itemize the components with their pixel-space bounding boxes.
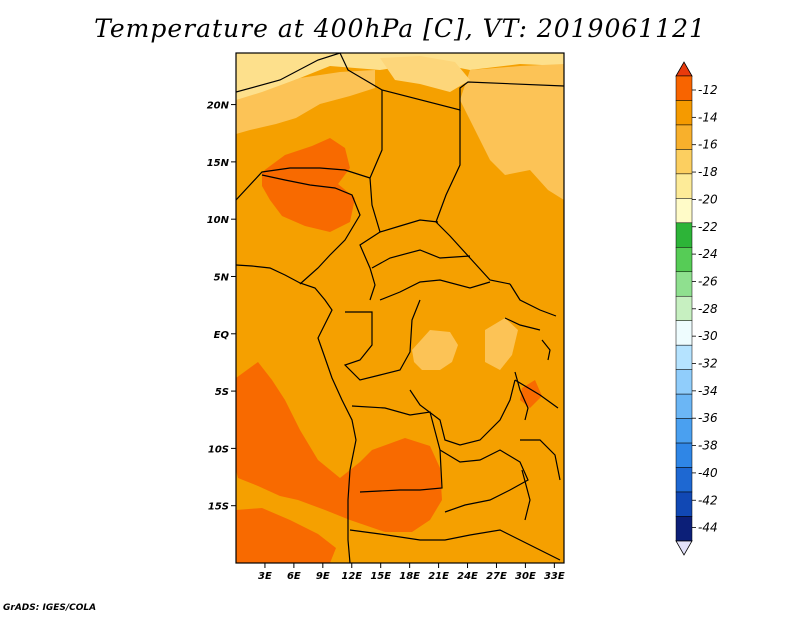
x-tick-label: 27E: [486, 571, 507, 582]
field-north-light-band-east: [460, 64, 564, 200]
colorbar-box: [675, 222, 693, 248]
colorbar-bottom-triangle: [675, 540, 693, 556]
colorbar-box: [675, 344, 693, 370]
y-axis: 20N 15N 10N 5N EQ 5S 10S 15S: [207, 101, 236, 513]
grads-credit: GrADS: IGES/COLA: [3, 603, 97, 613]
field-sw-warm-strip: [236, 508, 336, 563]
x-tick-label: 3E: [258, 571, 272, 582]
border-africa-coast-west: [236, 264, 357, 563]
y-tick-label: 15S: [208, 502, 229, 513]
colorbar-box: [675, 173, 693, 199]
y-tick-label: EQ: [214, 330, 230, 341]
colorbar-box: [675, 516, 693, 542]
colorbar-box: [675, 295, 693, 321]
colorbar-label: -38: [698, 439, 718, 453]
field-congo-cool-patch: [412, 330, 458, 370]
colorbar-label: -24: [698, 247, 718, 261]
colorbar-label: -44: [698, 521, 718, 535]
colorbar-box: [675, 124, 693, 150]
border-niger-south: [236, 167, 371, 201]
border-car: [371, 219, 491, 301]
colorbar-label: -20: [698, 192, 718, 206]
country-borders: [236, 53, 564, 563]
border-lakes: [514, 339, 551, 521]
border-drc: [343, 299, 516, 446]
y-tick-label: 5N: [214, 272, 230, 283]
colorbar-label: -28: [698, 302, 718, 316]
border-niger-algeria: [236, 53, 341, 93]
colorbar-top-triangle: [675, 61, 693, 77]
colorbar-box: [675, 491, 693, 517]
field-south-warm-core: [236, 362, 442, 532]
border-sudan-south: [435, 110, 511, 285]
colorbar-box: [675, 393, 693, 419]
colorbar-label: -40: [698, 466, 718, 480]
colorbar-box: [675, 100, 693, 126]
colorbar-label: -42: [698, 493, 718, 507]
colorbar-label: -32: [698, 357, 718, 371]
colorbar-box: [675, 75, 693, 101]
colorbar-box: [675, 442, 693, 468]
colorbar-box: [675, 271, 693, 297]
colorbar-label: -34: [698, 384, 718, 398]
colorbar-box: [675, 320, 693, 346]
colorbar-label: -30: [698, 329, 718, 343]
colorbar-label: -16: [698, 138, 718, 152]
colorbar-label: -14: [698, 110, 718, 124]
colorbar-label: -22: [698, 220, 718, 234]
field-light-patch-ne: [380, 56, 470, 92]
field-east-cool-patch: [485, 318, 518, 370]
border-zambia: [439, 449, 529, 513]
y-tick-label: 5S: [215, 387, 229, 398]
y-tick-label: 20N: [207, 101, 230, 112]
x-tick-label: 24E: [457, 571, 478, 582]
colorbar-label: -26: [698, 274, 718, 288]
field-north-light-band: [236, 70, 375, 134]
colorbar-label: -12: [698, 83, 718, 97]
x-axis: 3E 6E 9E 12E 15E 18E 21E 24E 27E 30E 33E: [258, 563, 565, 582]
map-frame: [235, 52, 565, 564]
colorbar-box: [675, 467, 693, 493]
colorbar-box: [675, 149, 693, 175]
x-tick-label: 21E: [428, 571, 449, 582]
border-namibia-botswana: [349, 529, 561, 561]
y-tick-label: 15N: [207, 158, 230, 169]
border-nigeria: [261, 174, 361, 285]
x-tick-label: 18E: [399, 571, 420, 582]
colorbar: -12 -14 -16 -18 -20 -22 -24 -26 -28 -30 -32 -34 -36 -…: [675, 61, 718, 556]
field-far-north-band: [236, 53, 564, 104]
colorbar-box: [675, 418, 693, 444]
x-tick-label: 30E: [515, 571, 536, 582]
map-field: [236, 53, 564, 563]
colorbar-label: -18: [698, 165, 718, 179]
x-tick-label: 12E: [341, 571, 362, 582]
chart-title: Temperature at 400hPa [C], VT: 201906112…: [94, 14, 706, 43]
x-tick-label: 33E: [544, 571, 565, 582]
x-tick-label: 9E: [316, 571, 330, 582]
y-tick-label: 10S: [208, 444, 229, 455]
colorbar-box: [675, 369, 693, 395]
x-tick-label: 15E: [370, 571, 391, 582]
colorbar-label: -36: [698, 411, 718, 425]
y-tick-label: 10N: [207, 215, 230, 226]
colorbar-box: [675, 247, 693, 273]
border-east-africa: [504, 283, 561, 481]
colorbar-box: [675, 198, 693, 224]
x-tick-label: 6E: [287, 571, 301, 582]
